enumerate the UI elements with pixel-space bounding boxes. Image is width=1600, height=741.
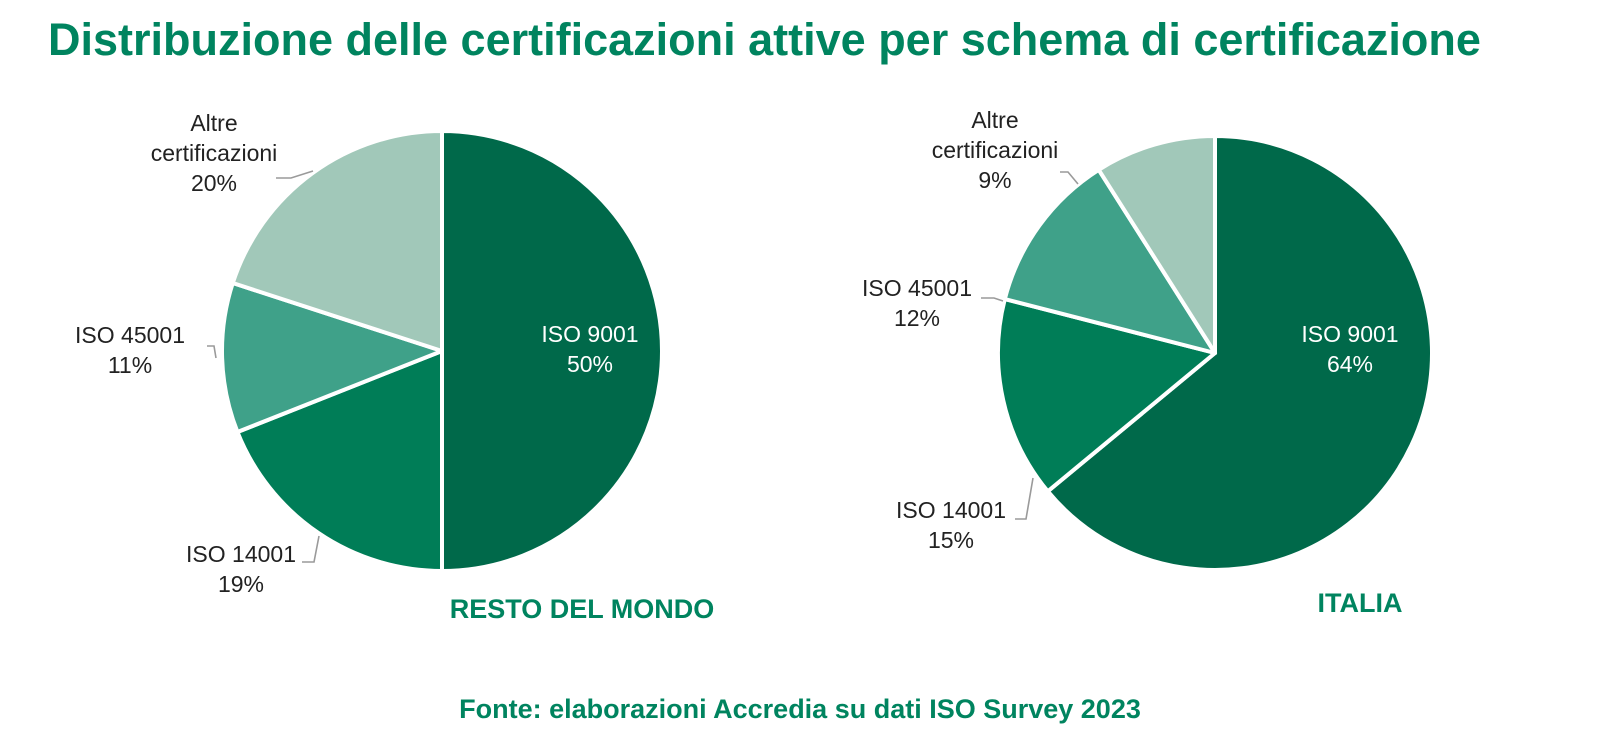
slice-value-label-iso-9001: 64% [1327, 351, 1373, 377]
pie-slice-altre-certificazioni [230, 129, 444, 353]
slice-name-label-altre-certificazioni: certificazioni [932, 137, 1059, 163]
pie-slice-altre-certificazioni [1096, 134, 1217, 355]
pie-slice-iso-14001 [235, 349, 444, 573]
source-note: Fonte: elaborazioni Accredia su dati ISO… [459, 694, 1141, 724]
slice-name-label-altre-certificazioni: certificazioni [151, 140, 278, 166]
slice-value-label-iso-45001: 11% [108, 352, 152, 378]
chart-title: Distribuzione delle certificazioni attiv… [48, 14, 1481, 65]
pie-title-resto-del-mondo: RESTO DEL MONDO [450, 594, 715, 624]
slice-value-label-iso-14001: 15% [928, 527, 974, 553]
pie-slice-iso-9001 [1045, 134, 1434, 572]
pie-slice-iso-45001 [1002, 167, 1217, 355]
pie-chart-italia: ISO 9001 64% ISO 14001 15% ISO 45001 12% Altre… [862, 107, 1434, 618]
pie-title-italia: ITALIA [1318, 588, 1403, 618]
slice-name-label-iso-45001: ISO 45001 [862, 275, 972, 301]
pie-chart-resto-del-mondo: ISO 9001 50% ISO 14001 19% ISO 45001 11% Altre… [75, 110, 714, 624]
pie-slice-iso-14001 [996, 297, 1217, 494]
slice-name-label-iso-9001: ISO 9001 [541, 321, 638, 347]
slice-name-label-iso-14001: ISO 14001 [896, 497, 1006, 523]
pie-slice-iso-9001 [440, 129, 664, 573]
slice-name-label-altre-certificazioni: Altre [190, 110, 237, 136]
slice-value-label-iso-14001: 19% [218, 571, 264, 597]
slice-name-label-iso-9001: ISO 9001 [1301, 321, 1398, 347]
leader-line-altre-certificazioni [1060, 171, 1079, 185]
pie-slice-iso-45001 [220, 281, 444, 434]
slice-value-label-iso-45001: 12% [894, 305, 940, 331]
slice-value-label-iso-9001: 50% [567, 351, 613, 377]
slice-name-label-iso-14001: ISO 14001 [186, 541, 296, 567]
leader-line-iso-14001 [302, 535, 320, 563]
leader-line-altre-certificazioni [276, 170, 314, 179]
leader-line-iso-45001 [207, 345, 217, 359]
leader-line-iso-14001 [1015, 477, 1034, 520]
slice-value-label-altre-certificazioni: 20% [191, 170, 237, 196]
leader-line-iso-45001 [981, 297, 1004, 302]
slice-value-label-altre-certificazioni: 9% [978, 167, 1011, 193]
slice-name-label-altre-certificazioni: Altre [971, 107, 1018, 133]
slice-name-label-iso-45001: ISO 45001 [75, 322, 185, 348]
